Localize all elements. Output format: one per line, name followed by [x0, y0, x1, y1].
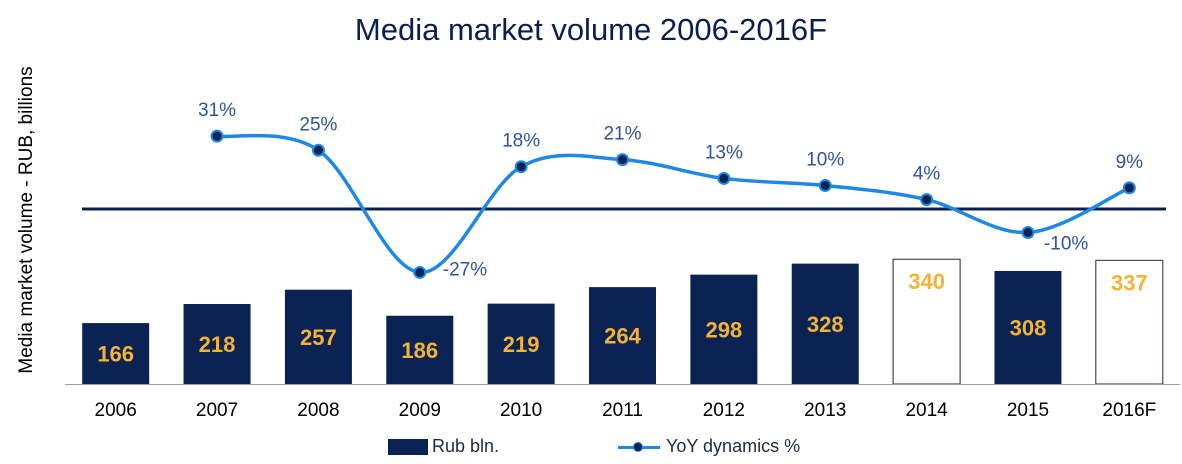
bar-value-label: 328	[807, 312, 844, 337]
yoy-point-2014	[920, 193, 934, 207]
bar-value-label: 257	[300, 325, 337, 350]
x-tick-label: 2007	[196, 400, 238, 421]
bar-value-label: 218	[199, 332, 236, 357]
chart-title: Media market volume 2006-2016F	[354, 12, 828, 47]
bar-value-label: 298	[706, 317, 743, 342]
yoy-value-label: 13%	[705, 142, 743, 163]
axis-layer: 2006 2007 2008 2009 2010 2011 2012 2013 2014 2015…	[65, 207, 1180, 421]
x-tick-label: 2009	[399, 400, 441, 421]
bar-value-label: 308	[1010, 315, 1047, 340]
bar-2011	[589, 287, 656, 384]
bar-value-label: 166	[97, 342, 134, 367]
bar-value-label: 340	[908, 269, 945, 294]
yoy-point-2015	[1021, 226, 1035, 239]
bars-layer: 166 218 257 186 219 264 298 328 340 308 337	[82, 258, 1164, 385]
bar-2008	[284, 289, 352, 384]
bar-2006	[82, 323, 150, 384]
bar-2012	[690, 274, 758, 384]
yoy-value-label: 18%	[502, 131, 540, 152]
legend-item-line: YoY dynamics %	[618, 436, 800, 457]
yoy-point-2008	[311, 143, 325, 157]
bar-value-label: 337	[1111, 270, 1148, 295]
x-tick-label: 2013	[804, 400, 846, 421]
yoy-point-2012	[717, 171, 731, 185]
bar-2014	[892, 258, 961, 385]
yoy-value-label: -10%	[1044, 234, 1088, 255]
x-tick-label: 2006	[95, 400, 137, 421]
legend-item-bars: Rub bln.	[388, 436, 499, 457]
yoy-value-label: 4%	[913, 164, 941, 185]
x-tick-label: 2012	[703, 400, 745, 421]
legend-bar-swatch	[388, 438, 428, 455]
bar-2015	[994, 270, 1062, 384]
yoy-value-label: 25%	[299, 114, 337, 135]
bar-2007	[183, 303, 251, 384]
bar-2010	[487, 303, 555, 384]
yoy-point-2011	[616, 153, 629, 167]
yoy-point-2016F	[1122, 181, 1136, 195]
yoy-line	[215, 133, 1132, 275]
yoy-value-label: 9%	[1116, 152, 1144, 173]
bar-value-label: 219	[503, 332, 540, 357]
legend-line-label: YoY dynamics %	[666, 436, 801, 456]
x-tick-label: 2014	[905, 400, 948, 421]
yoy-point-2010	[514, 160, 528, 174]
x-tick-label: 2008	[297, 400, 339, 421]
yoy-value-label: -27%	[443, 259, 487, 280]
bar-value-label: 186	[401, 338, 438, 363]
x-tick-label: 2016F	[1102, 400, 1156, 421]
x-tick-label: 2011	[602, 400, 643, 421]
legend-line-swatch	[618, 439, 660, 455]
yoy-value-label: 10%	[806, 150, 844, 171]
bar-value-label: 264	[604, 324, 641, 349]
yoy-point-2013	[818, 179, 832, 192]
bar-2013	[791, 263, 859, 384]
x-tick-label: 2010	[500, 400, 542, 421]
yoy-value-label: 21%	[603, 124, 641, 145]
legend-bar-label: Rub bln.	[432, 436, 500, 456]
legend: Rub bln. YoY dynamics %	[0, 436, 1182, 460]
yoy-value-label: 31%	[198, 100, 236, 121]
bar-2016F	[1095, 259, 1164, 385]
yoy-point-2009	[413, 265, 427, 279]
x-tick-label: 2015	[1007, 400, 1049, 421]
bar-2009	[386, 315, 454, 384]
yoy-line-layer: 31% 25% -27% 18% 21% 13% 10% 4% -10% 9%	[198, 100, 1143, 280]
yoy-point-2007	[210, 129, 224, 143]
